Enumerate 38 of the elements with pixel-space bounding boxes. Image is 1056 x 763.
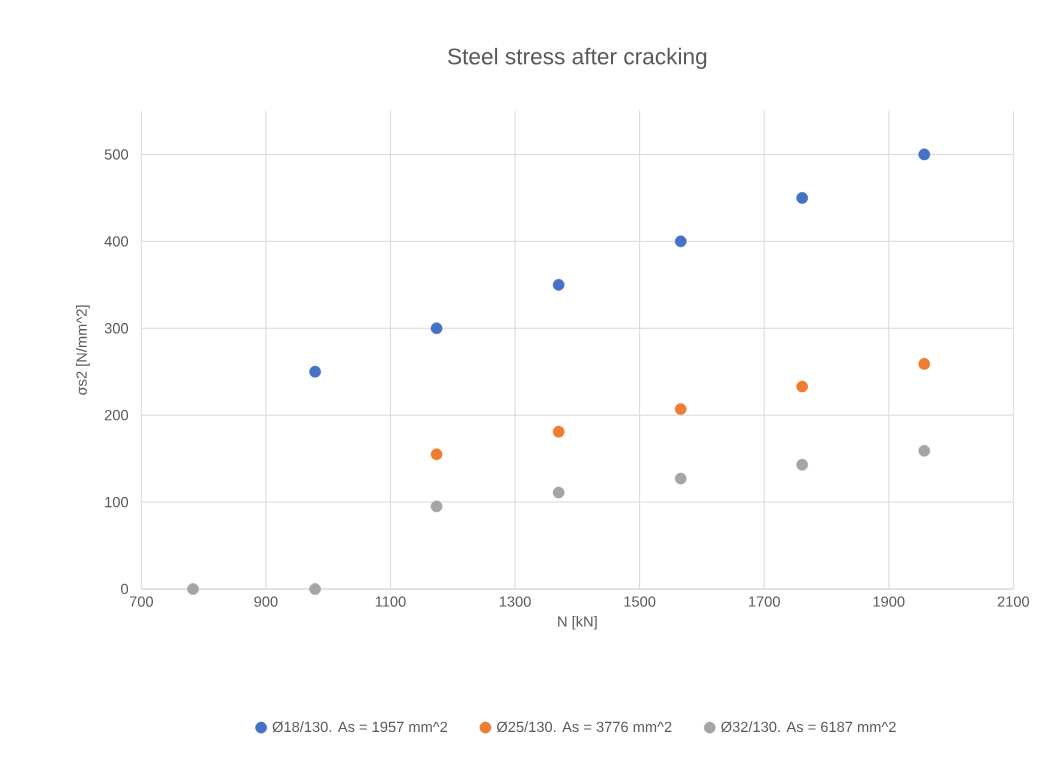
x-tick-label: 900 (254, 596, 278, 607)
y-tick-label: 100 (105, 496, 129, 508)
y-tick-label: 0 (121, 583, 129, 595)
point (796, 458, 809, 471)
legend-label: Ø25/130. As = 3776 mm^2 (496, 721, 672, 733)
point (430, 448, 443, 461)
point (309, 365, 321, 378)
x-tick-label: 1700 (748, 596, 780, 607)
x-axis-title: N [kN] (558, 615, 597, 630)
x-tick-label: 1500 (624, 596, 656, 607)
point (187, 583, 199, 595)
point (430, 322, 443, 335)
point (674, 235, 687, 248)
chart-title: Steel stress after cracking (447, 47, 707, 69)
point (430, 500, 443, 513)
x-tick-label: 1900 (873, 596, 905, 607)
point (918, 444, 931, 457)
x-tick-label: 2100 (997, 596, 1030, 607)
point (309, 583, 321, 595)
y-tick-label: 300 (104, 323, 129, 334)
point (552, 425, 565, 438)
point (918, 358, 931, 370)
point (796, 192, 809, 204)
x-tick-label: 700 (129, 596, 153, 607)
point (674, 472, 687, 485)
y-tick-label: 500 (104, 149, 129, 160)
legend-label: Ø32/130. As = 6187 mm^2 (721, 721, 896, 733)
x-tick-label: 1100 (375, 596, 406, 607)
y-tick-label: 200 (104, 410, 129, 421)
point (918, 148, 931, 161)
point (552, 278, 565, 291)
point (674, 403, 687, 415)
legend-label: Ø18/130. As = 1957 mm^2 (272, 721, 448, 733)
point (796, 380, 809, 393)
y-axis-title: σs2 [N/mm^2] (76, 305, 90, 395)
x-tick-label: 1300 (499, 596, 531, 607)
point (552, 486, 565, 499)
y-tick-label: 400 (104, 236, 129, 247)
